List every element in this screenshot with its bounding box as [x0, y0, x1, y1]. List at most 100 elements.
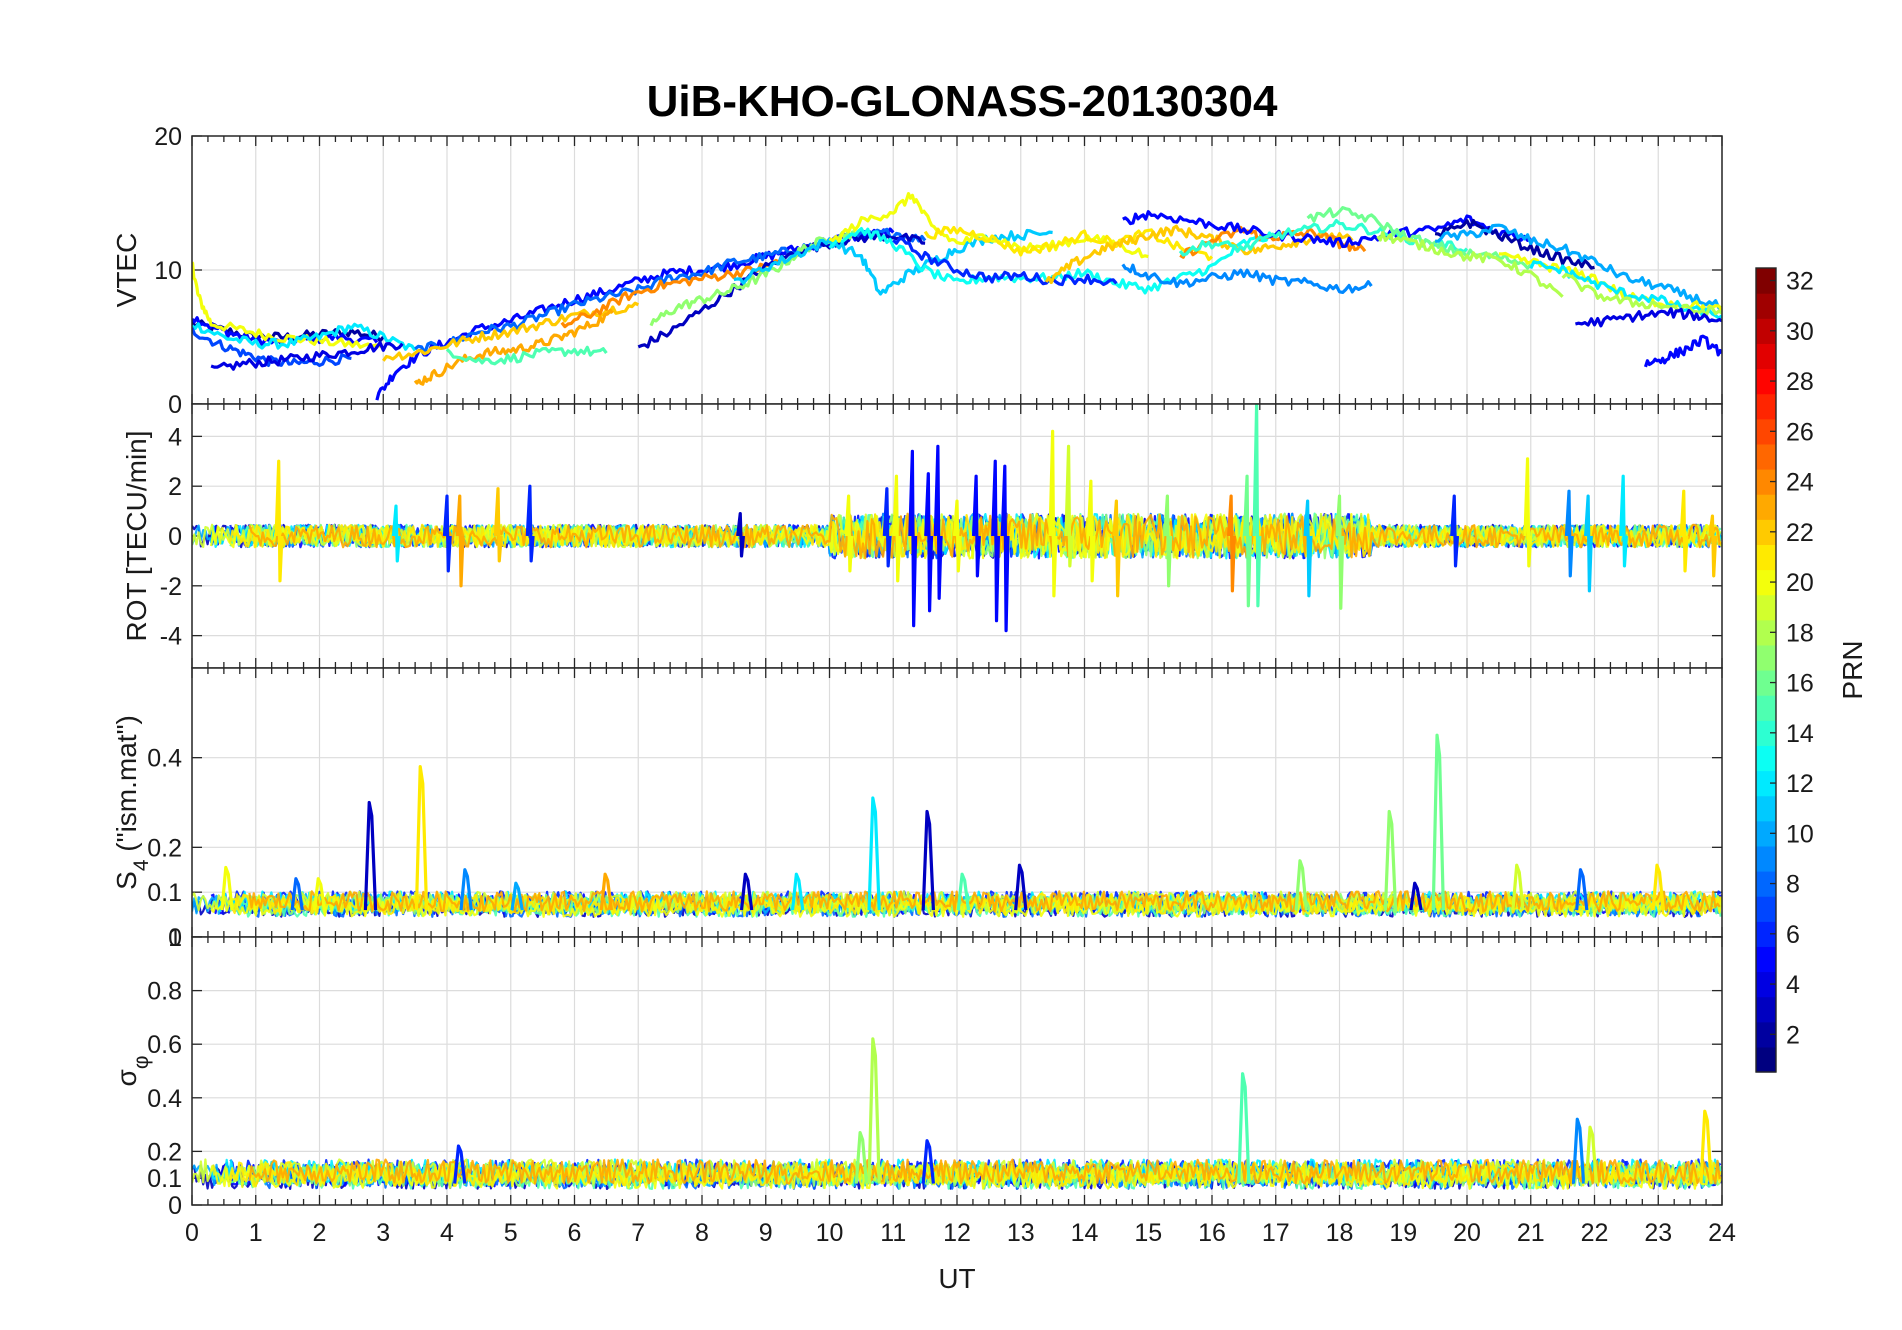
x-tick-label: 20	[1453, 1219, 1481, 1247]
panel-rot-ytick-label: 0	[168, 523, 182, 551]
panel-sigma_phi-ytick-label: 0.4	[147, 1085, 182, 1113]
colorbar-swatch	[1756, 343, 1776, 370]
x-tick-label: 16	[1198, 1219, 1226, 1247]
chart-title: UiB-KHO-GLONASS-20130304	[647, 77, 1278, 126]
panel-rot-spike	[391, 504, 401, 563]
vtec-series-prn-24	[1179, 225, 1367, 259]
colorbar-swatch	[1756, 921, 1776, 947]
x-tick-label: 11	[880, 1219, 906, 1247]
panel-s4-spike	[921, 809, 936, 911]
panel-sigma_phi-ytick-label: 0.8	[147, 978, 182, 1006]
panel-vtec: 0 10 20 VTEC	[111, 123, 1723, 419]
panel-s4-noise-prn-23	[248, 890, 1721, 913]
panel-s4-spike	[312, 877, 327, 911]
x-tick-label: 13	[1007, 1219, 1035, 1247]
panel-s4-spike	[1651, 863, 1665, 911]
ylabel-sub: φ	[130, 1056, 153, 1070]
colorbar-swatch	[1756, 946, 1776, 973]
colorbar-swatch	[1756, 569, 1776, 596]
x-tick-label: 10	[816, 1219, 844, 1247]
colorbar-swatch	[1756, 318, 1776, 344]
x-tick-label: 18	[1326, 1219, 1354, 1247]
panel-rot-spike	[1523, 457, 1533, 568]
colorbar-swatch	[1756, 670, 1776, 696]
panel-s4-spike	[414, 765, 429, 911]
x-tick-label: 17	[1262, 1219, 1290, 1247]
x-tick-label: 4	[440, 1219, 454, 1247]
panel-vtec-data	[192, 192, 1722, 401]
panel-rot-spike	[525, 484, 535, 563]
panel-rot-ytick-label: -2	[160, 573, 182, 601]
vtec-series-prn-9	[1121, 263, 1373, 294]
panel-rot-noise-prn-23	[248, 512, 1721, 560]
panel-rot-spike	[1335, 494, 1345, 610]
panel-rot-spike	[1242, 474, 1252, 608]
x-tick-label: 7	[631, 1219, 645, 1247]
colorbar-swatch	[1756, 720, 1776, 746]
panel-s4-spike	[363, 800, 378, 911]
panel-s4-spike	[1511, 863, 1525, 911]
panel-vtec-ytick-label: 0	[168, 391, 182, 419]
vtec-series-prn-20	[192, 261, 385, 350]
colorbar-swatch	[1756, 695, 1776, 721]
colorbar-swatch	[1756, 519, 1776, 545]
panel-s4-spike	[290, 877, 304, 911]
x-tick-label: 9	[759, 1219, 773, 1247]
colorbar-swatch	[1756, 393, 1776, 420]
colorbar-swatch	[1756, 268, 1776, 294]
panel-s4-spike	[739, 872, 754, 911]
colorbar-tick-label: 2	[1786, 1021, 1800, 1049]
panel-sigma_phi-ytick-label: 0.1	[147, 1165, 182, 1193]
colorbar-swatch	[1756, 494, 1776, 520]
colorbar-swatch	[1756, 544, 1776, 571]
panel-rot-spike	[933, 444, 943, 600]
colorbar-swatch	[1756, 443, 1776, 470]
panel-rot-spike	[1000, 464, 1010, 633]
panel-s4-ytick-label: 0	[168, 924, 182, 952]
x-tick-label: 2	[313, 1219, 327, 1247]
panel-rot-spike	[908, 449, 918, 628]
vtec-series-prn-7	[192, 327, 352, 367]
panel-rot-spike	[1679, 489, 1689, 573]
colorbar-swatch	[1756, 1021, 1776, 1048]
ylabel-sub: 4	[130, 859, 153, 871]
panel-rot-spike	[1450, 494, 1460, 568]
panel-sigma_phi-spike	[453, 1144, 467, 1184]
panel-sigma_phi-spike	[1237, 1072, 1251, 1184]
panel-sigma_phi-spike	[1699, 1109, 1713, 1184]
colorbar-swatch	[1756, 795, 1776, 822]
ylabel-main: S	[111, 871, 142, 890]
panel-s4-spike	[459, 868, 473, 911]
vtec-series-prn-24	[560, 258, 780, 329]
colorbar-swatch	[1756, 644, 1776, 671]
panel-rot-spike	[952, 499, 962, 573]
panel-s4-spike	[510, 881, 524, 911]
panel-s4-data	[192, 733, 1722, 918]
colorbar-tick-label: 22	[1786, 519, 1814, 547]
colorbar-tick-label: 16	[1786, 670, 1814, 698]
panel-s4-spike	[867, 796, 881, 911]
x-tick-label: 6	[568, 1219, 582, 1247]
colorbar-tick-label: 28	[1786, 368, 1814, 396]
panel-rot-spike	[844, 494, 854, 573]
ylabel-rest: ("ism.mat")	[111, 715, 142, 859]
panel-rot-spike	[442, 494, 452, 573]
x-tick-label: 14	[1071, 1219, 1099, 1247]
x-tick-label: 5	[504, 1219, 518, 1247]
vtec-series-prn-17	[649, 230, 856, 327]
panel-sigma_phi-spike	[854, 1131, 869, 1184]
x-tick-label: 15	[1134, 1219, 1162, 1247]
ylabel-main: σ	[111, 1069, 142, 1086]
panel-s4-spike	[1409, 881, 1423, 911]
x-tick-label: 23	[1644, 1219, 1672, 1247]
panel-sigma_phi-ytick-label: 0	[168, 1192, 182, 1220]
vtec-series-prn-5	[1122, 210, 1532, 249]
panel-s4-spike	[1383, 809, 1398, 911]
panel-rot-spike	[971, 474, 981, 578]
panel-s4-spike	[956, 872, 971, 911]
colorbar-tick-label: 20	[1786, 569, 1814, 597]
vtec-series-prn-18	[1376, 230, 1564, 298]
colorbar-swatch	[1756, 293, 1776, 319]
